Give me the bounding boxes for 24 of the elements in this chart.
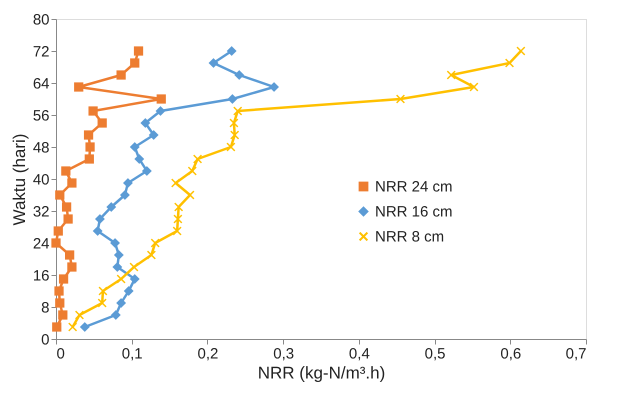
x-tick-label: 0,1 (122, 346, 143, 362)
y-tick-label: 48 (32, 140, 50, 156)
y-tick-label: 32 (32, 204, 50, 220)
y-tick-label: 64 (32, 76, 50, 92)
legend-label: NRR 16 cm (375, 204, 453, 220)
y-tick-label: 40 (32, 172, 50, 188)
y-axis-title: Waktu (hari) (10, 134, 29, 226)
y-tick-label: 72 (32, 44, 50, 60)
x-tick-label: 0,4 (348, 346, 370, 362)
y-tick-label: 24 (32, 236, 50, 252)
x-tick-label: 0,3 (273, 346, 294, 362)
x-tick-label: 0,5 (424, 346, 446, 362)
x-axis-title: NRR (kg-N/m³.h) (258, 364, 386, 382)
x-tick-label: 0,6 (500, 346, 522, 362)
y-tick-label: 80 (32, 12, 50, 28)
y-tick-label: 56 (32, 108, 50, 124)
legend-label: NRR 24 cm (375, 178, 453, 196)
y-tick-label: 0 (41, 332, 50, 348)
x-tick-label: 0 (56, 346, 65, 362)
legend-label: NRR 8 cm (375, 228, 444, 246)
x-tick-label: 0,2 (198, 346, 218, 362)
y-tick-label: 8 (41, 300, 50, 316)
x-tick-label: 0,7 (566, 346, 586, 362)
y-tick-label: 16 (32, 268, 50, 284)
